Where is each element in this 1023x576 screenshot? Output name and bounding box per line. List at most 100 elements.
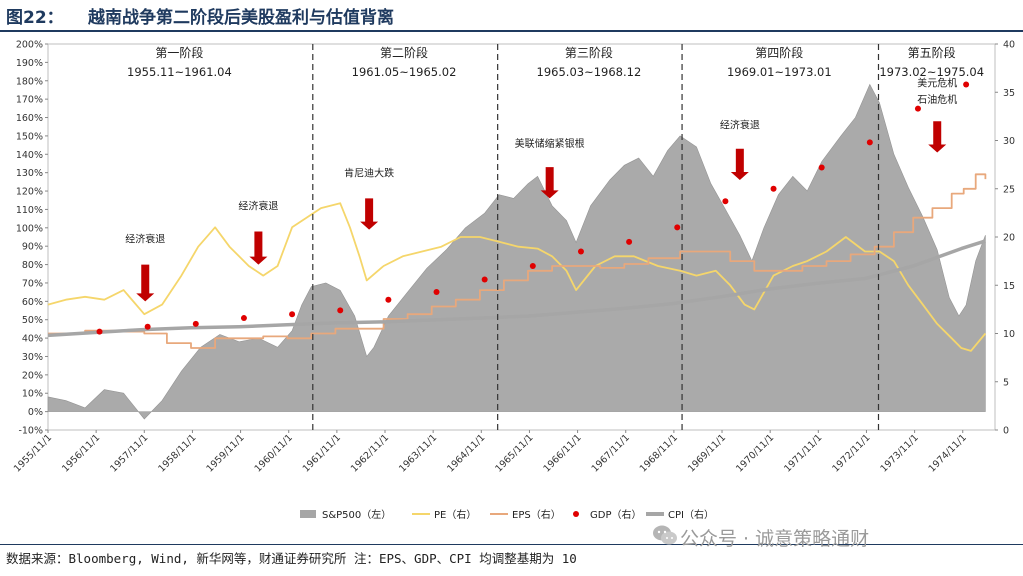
annotation-label: 经济衰退 bbox=[720, 119, 760, 132]
phase-name: 第一阶段 bbox=[155, 45, 203, 60]
left-axis-tick-label: 20% bbox=[22, 370, 43, 381]
x-axis-tick-label: 1962/11/1 bbox=[349, 432, 391, 474]
left-axis-tick-label: -10% bbox=[18, 426, 43, 437]
x-axis-tick-label: 1974/11/1 bbox=[927, 432, 969, 474]
gdp-point bbox=[385, 296, 392, 303]
gdp-point bbox=[240, 315, 247, 322]
phase-name: 第二阶段 bbox=[380, 45, 428, 60]
left-axis-tick-label: 180% bbox=[16, 76, 43, 87]
legend-label: GDP（右） bbox=[590, 508, 641, 521]
gdp-point bbox=[818, 164, 825, 171]
legend-label: EPS（右） bbox=[512, 508, 561, 521]
gdp-point bbox=[626, 238, 633, 245]
left-axis-tick-label: 190% bbox=[16, 58, 43, 69]
x-axis-tick-label: 1960/11/1 bbox=[253, 432, 295, 474]
wechat-icon bbox=[653, 525, 677, 545]
right-axis-tick-label: 0 bbox=[1003, 426, 1009, 437]
x-axis-tick-label: 1958/11/1 bbox=[156, 432, 198, 474]
gdp-point bbox=[433, 289, 440, 296]
cpi-line bbox=[47, 239, 986, 338]
left-axis-tick-label: 200% bbox=[16, 40, 43, 51]
gdp-point bbox=[866, 139, 873, 146]
left-axis-tick-label: 60% bbox=[22, 297, 43, 308]
left-axis-tick-label: 130% bbox=[16, 168, 43, 179]
x-axis-tick-label: 1971/11/1 bbox=[782, 432, 824, 474]
gdp-point bbox=[529, 262, 536, 269]
x-axis-tick-label: 1961/11/1 bbox=[301, 432, 343, 474]
legend-label: PE（右） bbox=[434, 508, 476, 521]
gdp-point bbox=[144, 323, 151, 330]
left-axis-tick-label: 50% bbox=[22, 315, 43, 326]
x-axis-tick-label: 1967/11/1 bbox=[590, 432, 632, 474]
down-arrow-icon bbox=[249, 231, 268, 265]
x-axis-tick-label: 1964/11/1 bbox=[445, 432, 487, 474]
phase-range: 1965.03~1968.12 bbox=[537, 65, 642, 79]
left-axis-tick-label: 140% bbox=[16, 150, 43, 161]
title-rule bbox=[0, 30, 1023, 32]
annotation-label: 石油危机 bbox=[917, 93, 957, 106]
gdp-point bbox=[577, 248, 584, 255]
gdp-point bbox=[722, 198, 729, 205]
phase-layer: 第一阶段 1955.11~1961.04 第二阶段 1961.05~1965.02 第三… bbox=[127, 44, 984, 430]
right-axis-tick-label: 10 bbox=[1003, 329, 1015, 340]
phase-name: 第三阶段 bbox=[565, 45, 613, 60]
annotation-label: 美元危机 bbox=[917, 76, 957, 89]
title-bar: 图22： 越南战争第二阶段后美股盈利与估值背离 bbox=[0, 0, 1023, 30]
gdp-point bbox=[481, 276, 488, 283]
left-axis-tick-label: 90% bbox=[22, 242, 43, 253]
x-axis-tick-label: 1969/11/1 bbox=[686, 432, 728, 474]
legend-label: CPI（右） bbox=[668, 508, 714, 521]
phase-range: 1955.11~1961.04 bbox=[127, 65, 232, 79]
phase-range: 1969.01~1973.01 bbox=[727, 65, 832, 79]
chart: 第一阶段 1955.11~1961.04 第二阶段 1961.05~1965.02 第三… bbox=[12, 40, 1015, 522]
x-axis-tick-label: 1956/11/1 bbox=[60, 432, 102, 474]
x-axis-tick-label: 1973/11/1 bbox=[878, 432, 920, 474]
gdp-point bbox=[963, 81, 970, 88]
legend: S&P500（左） PE（右） EPS（右） GDP（右） CPI（右） bbox=[300, 508, 714, 521]
gdp-point bbox=[289, 311, 296, 318]
left-axis-tick-label: 120% bbox=[16, 187, 43, 198]
down-arrow-icon bbox=[136, 264, 155, 302]
legend-swatch-area bbox=[300, 510, 316, 518]
phase-name: 第五阶段 bbox=[908, 45, 956, 60]
x-axis-tick-label: 1970/11/1 bbox=[734, 432, 776, 474]
x-axis-tick-label: 1955/11/1 bbox=[12, 432, 54, 474]
right-axis-tick-label: 40 bbox=[1003, 40, 1015, 51]
x-axis-tick-label: 1966/11/1 bbox=[541, 432, 583, 474]
right-axis-tick-label: 35 bbox=[1003, 88, 1015, 99]
x-axis-tick-label: 1972/11/1 bbox=[830, 432, 872, 474]
down-arrow-icon bbox=[928, 121, 947, 153]
x-axis-tick-label: 1957/11/1 bbox=[108, 432, 150, 474]
phase-range: 1961.05~1965.02 bbox=[352, 65, 457, 79]
sp500-area bbox=[47, 83, 986, 420]
gdp-point bbox=[674, 224, 681, 231]
down-arrow-icon bbox=[540, 167, 559, 199]
phase-range: 1973.02~1975.04 bbox=[879, 65, 984, 79]
left-axis-tick-label: 160% bbox=[16, 113, 43, 124]
series-lines-layer bbox=[47, 173, 987, 352]
right-axis-tick-label: 5 bbox=[1003, 377, 1009, 388]
left-axis-tick-label: 150% bbox=[16, 131, 43, 142]
pe-line bbox=[47, 202, 987, 352]
source-note: 数据来源：Bloomberg, Wind, 新华网等，财通证券研究所 注：EPS… bbox=[6, 551, 577, 566]
left-axis-tick-label: 100% bbox=[16, 223, 43, 234]
annotation-label: 经济衰退 bbox=[238, 199, 278, 212]
x-axis-tick-label: 1963/11/1 bbox=[397, 432, 439, 474]
eps-line bbox=[48, 173, 987, 349]
down-arrow-icon bbox=[730, 148, 749, 181]
annotation-label: 经济衰退 bbox=[125, 233, 165, 246]
annotation-label: 美联储缩紧银根 bbox=[515, 137, 585, 150]
right-axis-tick-label: 15 bbox=[1003, 281, 1015, 292]
watermark: 公众号 · 诚意策略通财 bbox=[680, 528, 870, 550]
left-axis-tick-label: 110% bbox=[16, 205, 43, 216]
annotation-label: 肯尼迪大跌 bbox=[344, 166, 394, 179]
gdp-point bbox=[192, 320, 199, 327]
left-axis-tick-label: 170% bbox=[16, 95, 43, 106]
x-axis-tick-label: 1965/11/1 bbox=[493, 432, 535, 474]
right-axis-tick-label: 20 bbox=[1003, 233, 1015, 244]
legend-label: S&P500（左） bbox=[322, 508, 391, 521]
figure-number: 图22： bbox=[6, 8, 64, 28]
x-axis-tick-label: 1959/11/1 bbox=[204, 432, 246, 474]
gdp-point bbox=[770, 185, 777, 192]
